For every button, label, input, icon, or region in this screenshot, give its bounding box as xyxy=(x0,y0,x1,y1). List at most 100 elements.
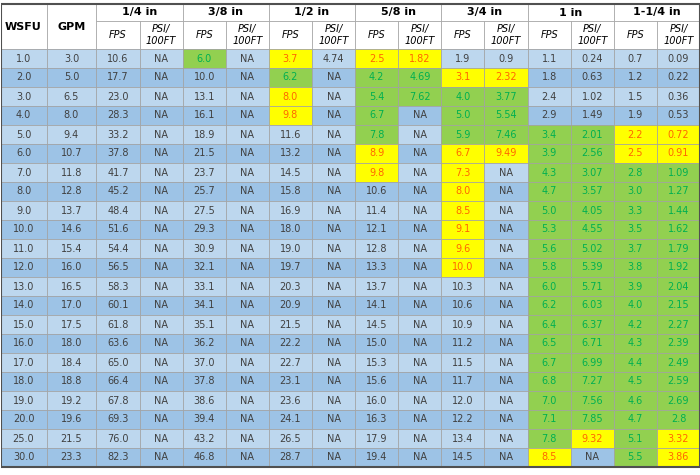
Text: NA: NA xyxy=(240,358,254,368)
Bar xyxy=(657,296,700,315)
Bar xyxy=(570,296,614,315)
Bar xyxy=(657,106,700,125)
Bar xyxy=(139,277,183,296)
Bar xyxy=(139,258,183,277)
Text: 6.8: 6.8 xyxy=(542,377,557,387)
Text: NA: NA xyxy=(327,358,341,368)
Bar xyxy=(269,201,312,220)
Text: NA: NA xyxy=(154,339,168,349)
Bar xyxy=(528,220,570,239)
Text: 18.0: 18.0 xyxy=(280,225,301,235)
Text: 6.5: 6.5 xyxy=(64,92,79,102)
Text: 11.8: 11.8 xyxy=(61,168,82,178)
Bar xyxy=(139,296,183,315)
Text: NA: NA xyxy=(154,149,168,159)
Text: NA: NA xyxy=(499,434,513,444)
Bar xyxy=(1,315,46,334)
Bar xyxy=(657,144,700,163)
Bar xyxy=(312,144,355,163)
Bar xyxy=(46,258,97,277)
Bar xyxy=(614,410,657,429)
Text: 6.2: 6.2 xyxy=(541,301,556,311)
Text: NA: NA xyxy=(327,434,341,444)
Text: NA: NA xyxy=(413,396,427,406)
Bar xyxy=(398,239,441,258)
Bar xyxy=(1,372,46,391)
Bar xyxy=(614,220,657,239)
Bar xyxy=(398,410,441,429)
Bar xyxy=(1,334,46,353)
Text: 9.4: 9.4 xyxy=(64,130,79,140)
Bar xyxy=(269,49,312,68)
Text: NA: NA xyxy=(154,111,168,121)
Text: 48.4: 48.4 xyxy=(107,206,129,216)
Bar xyxy=(355,220,398,239)
Bar xyxy=(183,334,226,353)
Bar xyxy=(484,239,528,258)
Text: NA: NA xyxy=(327,301,341,311)
Text: NA: NA xyxy=(327,206,341,216)
Text: 15.6: 15.6 xyxy=(366,377,387,387)
Bar xyxy=(657,429,700,448)
Text: 37.8: 37.8 xyxy=(107,149,129,159)
Bar xyxy=(269,296,312,315)
Text: NA: NA xyxy=(499,225,513,235)
Text: NA: NA xyxy=(240,54,254,64)
Text: FPS: FPS xyxy=(540,30,558,40)
Text: 3.77: 3.77 xyxy=(495,92,517,102)
Text: 2.59: 2.59 xyxy=(668,377,690,387)
Bar xyxy=(46,68,97,87)
Text: 5.3: 5.3 xyxy=(541,225,556,235)
Bar xyxy=(355,315,398,334)
Text: NA: NA xyxy=(413,187,427,197)
Bar xyxy=(614,334,657,353)
Text: 34.1: 34.1 xyxy=(194,301,215,311)
Text: NA: NA xyxy=(413,415,427,425)
Bar xyxy=(398,87,441,106)
Bar xyxy=(657,201,700,220)
Bar xyxy=(46,106,97,125)
Text: 0.53: 0.53 xyxy=(668,111,690,121)
Bar xyxy=(312,353,355,372)
Text: 3.57: 3.57 xyxy=(582,187,603,197)
Bar xyxy=(398,182,441,201)
Bar xyxy=(441,334,484,353)
Text: 2.01: 2.01 xyxy=(582,130,603,140)
Bar xyxy=(312,68,355,87)
Text: FPS: FPS xyxy=(281,30,300,40)
Text: 10.0: 10.0 xyxy=(13,225,34,235)
Text: 3.1: 3.1 xyxy=(455,73,470,83)
Bar xyxy=(441,448,484,467)
Text: NA: NA xyxy=(327,282,341,292)
Text: 23.6: 23.6 xyxy=(280,396,301,406)
Text: 2.5: 2.5 xyxy=(628,149,643,159)
Bar xyxy=(657,353,700,372)
Bar xyxy=(312,429,355,448)
Bar xyxy=(441,68,484,87)
Text: NA: NA xyxy=(499,187,513,197)
Text: 25.0: 25.0 xyxy=(13,434,34,444)
Text: 8.9: 8.9 xyxy=(369,149,384,159)
Bar xyxy=(484,49,528,68)
Text: 4.2: 4.2 xyxy=(369,73,384,83)
Bar xyxy=(1,429,46,448)
Bar xyxy=(97,87,139,106)
Bar xyxy=(226,448,269,467)
Bar xyxy=(570,182,614,201)
Text: 35.1: 35.1 xyxy=(193,320,215,330)
Text: NA: NA xyxy=(154,206,168,216)
Bar xyxy=(398,448,441,467)
Bar xyxy=(312,182,355,201)
Bar xyxy=(46,144,97,163)
Text: NA: NA xyxy=(499,301,513,311)
Bar xyxy=(484,296,528,315)
Text: 19.0: 19.0 xyxy=(280,244,301,254)
Text: 1.0: 1.0 xyxy=(16,54,32,64)
Bar xyxy=(528,334,570,353)
Text: NA: NA xyxy=(240,187,254,197)
Bar xyxy=(614,296,657,315)
Text: 5.9: 5.9 xyxy=(455,130,470,140)
Bar xyxy=(139,125,183,144)
Text: 39.4: 39.4 xyxy=(194,415,215,425)
Text: 18.4: 18.4 xyxy=(61,358,82,368)
